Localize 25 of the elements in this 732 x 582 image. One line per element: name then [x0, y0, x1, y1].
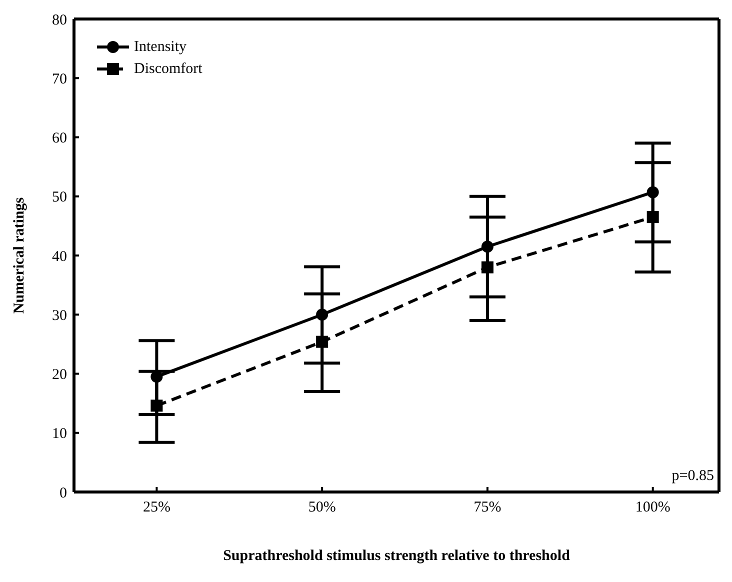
- y-tick-label: 20: [52, 367, 67, 384]
- point: [646, 211, 659, 224]
- point: [481, 261, 494, 274]
- y-tick-label: 60: [52, 130, 67, 147]
- point: [646, 186, 659, 198]
- y-axis-title: Numerical ratings: [11, 197, 28, 314]
- legend-label: Discomfort: [134, 60, 202, 78]
- x-tick-label: 75%: [474, 500, 502, 516]
- y-tick-label: 0: [60, 485, 67, 502]
- y-tick-label: 50: [52, 190, 67, 206]
- y-tick-label: 70: [52, 71, 67, 88]
- point: [316, 336, 328, 348]
- point: [316, 308, 328, 321]
- y-tick-label: 30: [52, 308, 67, 324]
- y-tick-label: 10: [52, 426, 67, 442]
- x-tick-label: 50%: [308, 500, 336, 516]
- legend-label: Intensity: [134, 38, 186, 56]
- point: [150, 400, 163, 412]
- point: [481, 240, 494, 253]
- x-tick-label: 100%: [635, 500, 670, 516]
- x-tick-label: 25%: [142, 500, 170, 516]
- y-tick-label: 80: [52, 12, 67, 28]
- annotation: p=0.85: [672, 468, 714, 485]
- y-tick-label: 40: [52, 248, 67, 265]
- x-axis-title: Suprathreshold stimulus strength relative to threshold: [223, 548, 571, 564]
